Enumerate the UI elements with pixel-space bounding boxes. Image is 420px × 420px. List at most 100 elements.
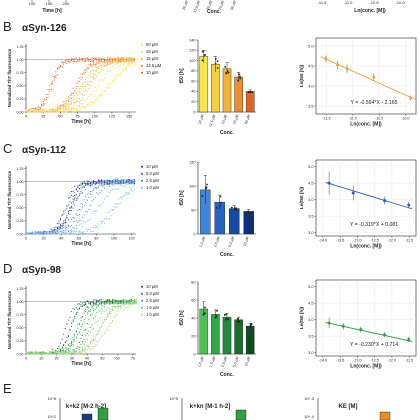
kinetics-data-point [50, 228, 52, 230]
kinetics-data-point [121, 181, 123, 183]
kinetics-data-point [93, 230, 95, 232]
kinetics-data-point [53, 353, 55, 355]
kinetics-data-point [91, 81, 93, 83]
kinetics-data-point [102, 322, 104, 324]
kinetics-data-point [122, 300, 124, 302]
kinetics-data-point [96, 57, 98, 59]
kinetics-data-point [42, 104, 44, 106]
kinetics-data-point [135, 299, 137, 301]
kinetics-data-point [97, 62, 99, 64]
kinetics-data-point [44, 109, 46, 111]
kinetics-data-point [50, 353, 52, 355]
kinetics-data-point [78, 184, 80, 186]
kinetics-data-point [39, 351, 41, 353]
kinetics-data-point [89, 314, 91, 316]
kinetics-data-point [44, 103, 46, 105]
kinetics-data-point [75, 85, 77, 87]
fit-x-tick-label: -11.0 [349, 117, 357, 121]
legend-marker [141, 285, 143, 288]
kinetics-data-point [107, 195, 109, 197]
bar-y-tick-label: 20 [191, 334, 195, 338]
kinetics-data-point [91, 101, 93, 103]
kinetics-data-point [104, 183, 106, 186]
kinetics-data-point [113, 300, 115, 303]
legend-label: 5.0 µM [146, 171, 159, 176]
kinetics-data-point [74, 199, 76, 201]
kinetics-data-point [96, 344, 98, 346]
kinetics-data-point [97, 84, 99, 86]
kinetics-data-point [71, 233, 73, 235]
kinetics-data-point [75, 101, 77, 103]
kinetics-data-point [85, 329, 87, 331]
kinetics-data-point [96, 59, 98, 61]
kinetics-data-point [69, 329, 71, 331]
kinetics-data-point [69, 345, 71, 348]
kinetics-data-point [78, 214, 80, 216]
kinetics-data-point [122, 58, 124, 60]
kinetics-data-point [56, 74, 58, 76]
kinetics-data-point [75, 307, 77, 309]
kinetics-data-point [129, 57, 131, 59]
kinetics-data-point [102, 69, 104, 71]
kinetics-data-point [127, 306, 129, 308]
kinetics-data-point [41, 232, 43, 234]
kinetics-data-point [67, 61, 69, 63]
kinetics-data-point [110, 312, 112, 314]
kinetics-data-point [86, 220, 88, 222]
kinetics-x-tick-label: 50 [100, 357, 104, 361]
kinetics-data-point [56, 226, 58, 229]
kinetics-data-point [75, 109, 77, 111]
kinetics-data-point [94, 309, 96, 311]
kinetics-data-point [130, 58, 132, 60]
kinetics-data-point [115, 180, 117, 183]
kinetics-data-point [80, 232, 82, 234]
kinetics-data-point [93, 76, 95, 78]
kinetics-data-point [100, 93, 102, 95]
kinetics-data-point [100, 301, 102, 303]
kinetics-data-point [96, 341, 98, 343]
kinetics-data-point [107, 218, 109, 220]
kinetics-data-point [119, 196, 121, 199]
kinetics-data-point [116, 304, 118, 306]
kinetics-data-point [83, 108, 85, 110]
kinetics-data-point [78, 91, 80, 93]
kinetics-data-point [108, 62, 110, 64]
kinetics-data-point [94, 345, 96, 347]
kinetics-data-point [88, 301, 90, 303]
panel-e-tick-label: 10^6 [47, 396, 56, 401]
kinetics-data-point [116, 179, 118, 181]
kinetics-data-point [119, 58, 121, 60]
kinetics-data-point [56, 229, 58, 231]
kinetics-data-point [69, 108, 71, 110]
kinetics-data-point [60, 223, 62, 225]
kinetics-data-point [83, 310, 85, 312]
kinetics-data-point [74, 352, 76, 354]
kinetics-data-point [78, 230, 80, 232]
panel-e-tick-label: 10^2 [47, 414, 56, 419]
bar-xlabel: Conc. [220, 130, 235, 136]
kinetics-data-point [88, 196, 90, 198]
kinetics-data-point [61, 350, 63, 352]
fit-x-tick-label: -12.5 [371, 239, 379, 243]
kinetics-data-point [71, 343, 73, 345]
kinetics-data-point [102, 94, 104, 96]
kinetics-data-point [78, 109, 80, 111]
kinetics-data-point [91, 346, 93, 348]
fit-y-tick-label: 4.5 [308, 301, 313, 305]
kinetics-x-tick-label: 20 [54, 357, 58, 361]
kinetics-data-point [94, 70, 96, 72]
kinetics-data-point [49, 89, 51, 91]
kinetics-data-point [83, 345, 85, 347]
kinetics-data-point [88, 84, 90, 86]
kinetics-data-point [83, 81, 85, 83]
kinetics-data-point [85, 210, 87, 213]
kinetics-data-point [58, 66, 60, 68]
kinetics-data-point [94, 225, 96, 227]
kinetics-data-point [80, 107, 82, 109]
kinetics-data-point [80, 350, 82, 352]
kinetics-data-point [121, 300, 123, 302]
kinetics-data-point [66, 348, 68, 351]
kinetics-data-point [50, 89, 52, 91]
kinetics-data-point [55, 231, 57, 233]
kinetics-data-point [94, 187, 96, 189]
